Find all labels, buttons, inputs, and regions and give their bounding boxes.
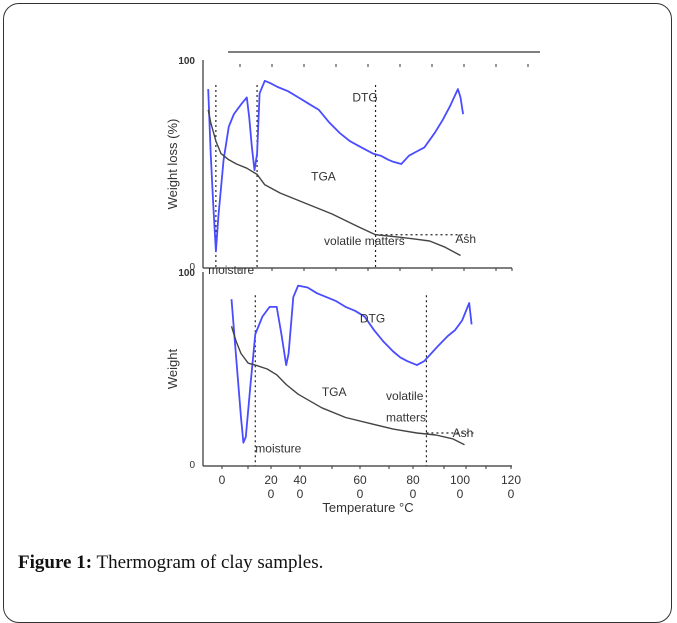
- x-tick-label: 0: [219, 473, 226, 487]
- x-tick-label: 0: [457, 487, 464, 501]
- x-axis-label: Temperature °C: [322, 500, 413, 515]
- x-tick-label: 40: [293, 473, 307, 487]
- dtg-series-line: [207, 79, 464, 253]
- y-tick-label: 0: [189, 262, 195, 273]
- annotation-label: DTG: [360, 311, 385, 325]
- x-tick-label: 100: [450, 473, 470, 487]
- caption-label: Figure 1:: [18, 552, 93, 573]
- x-tick-label: 60: [353, 473, 367, 487]
- y-tick-label: 100: [178, 268, 195, 279]
- annotation-label: TGA: [322, 385, 347, 399]
- x-tick-label: 0: [268, 487, 275, 501]
- annotation-label: TGA: [311, 170, 336, 184]
- x-tick-label: 0: [508, 487, 515, 501]
- x-tick-label: 0: [297, 487, 304, 501]
- tga-series-line: [230, 326, 465, 446]
- y-tick-label: 0: [189, 460, 195, 471]
- y-axis-label: Weight: [165, 349, 180, 390]
- tga-series-line: [207, 109, 461, 257]
- y-axis-label: Weight loss (%): [165, 119, 180, 210]
- chart-area: 100 0 Weight loss (%) DTG TGA volatile matter…: [165, 51, 540, 515]
- annotation-label: volatile: [386, 389, 424, 403]
- figure-caption: Figure 1: Thermogram of clay samples.: [18, 552, 323, 574]
- annotation-label: volatile matters: [324, 234, 405, 248]
- x-tick-label: 120: [501, 473, 521, 487]
- x-tick-label: 0: [357, 487, 364, 501]
- annotation-label: Ash: [455, 232, 476, 246]
- annotation-label: moisture: [208, 263, 254, 277]
- x-tick-label: 80: [406, 473, 420, 487]
- caption-text: Thermogram of clay samples.: [96, 552, 324, 573]
- dtg-series-line: [230, 284, 473, 444]
- x-tick-label: 0: [410, 487, 417, 501]
- y-tick-label: 100: [178, 56, 195, 67]
- annotation-label: DTG: [352, 91, 377, 105]
- annotation-label: matters: [386, 410, 426, 424]
- annotation-label: moisture: [255, 441, 301, 455]
- x-tick-label: 20: [264, 473, 278, 487]
- annotation-label: Ash: [453, 426, 474, 440]
